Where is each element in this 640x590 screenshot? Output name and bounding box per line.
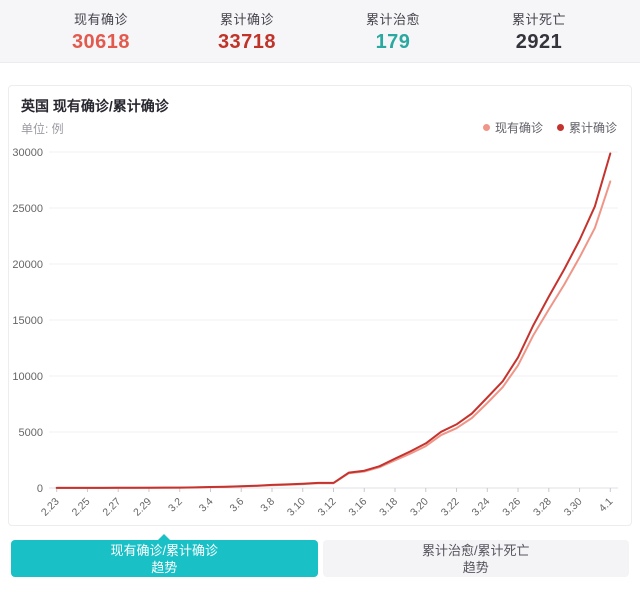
- stat-label: 累计治愈: [365, 11, 420, 27]
- legend-item-current[interactable]: 现有确诊: [482, 119, 543, 136]
- y-axis-tick-label: 10000: [12, 371, 43, 383]
- x-axis-tick-label: 3.10: [285, 496, 308, 519]
- x-axis-tick-label: 2.25: [70, 496, 93, 519]
- stat-label: 现有确诊: [73, 11, 128, 27]
- tab-label-line1: 现有确诊/累计确诊: [110, 542, 219, 558]
- legend-label: 现有确诊: [494, 121, 543, 135]
- tab-label-line2: 趋势: [151, 559, 178, 575]
- x-axis-tick-label: 3.20: [408, 496, 431, 519]
- stat-total-confirmed: 累计确诊 33718: [201, 9, 293, 54]
- x-axis-tick-label: 3.8: [258, 496, 277, 515]
- chart-legend: 现有确诊 累计确诊: [482, 119, 617, 136]
- legend-item-total[interactable]: 累计确诊: [556, 119, 617, 136]
- x-axis-tick-label: 3.2: [166, 496, 185, 515]
- y-axis-tick-label: 25000: [12, 203, 43, 215]
- x-axis-tick-label: 2.23: [39, 496, 62, 519]
- stat-label: 累计死亡: [511, 11, 566, 27]
- stat-value: 2921: [515, 30, 563, 53]
- series-line-现有确诊[interactable]: [55, 180, 612, 489]
- tab-confirmed-trend[interactable]: 现有确诊/累计确诊 趋势: [11, 534, 318, 577]
- x-axis-tick-label: 3.16: [346, 496, 369, 519]
- y-axis-tick-label: 30000: [12, 147, 43, 159]
- y-axis-tick-label: 20000: [12, 259, 43, 271]
- stat-current-confirmed: 现有确诊 30618: [55, 9, 147, 54]
- stat-value: 30618: [71, 30, 131, 53]
- stat-value: 33718: [217, 30, 277, 53]
- y-axis-tick-label: 0: [37, 483, 43, 495]
- x-axis-tick-label: 3.12: [316, 496, 339, 519]
- x-axis-tick-label: 3.6: [228, 496, 247, 515]
- x-axis-tick-label: 3.4: [197, 496, 216, 515]
- x-axis-tick-label: 4.1: [597, 496, 616, 515]
- trend-tabs: 现有确诊/累计确诊 趋势 累计治愈/累计死亡 趋势: [0, 534, 640, 577]
- chart-unit-label: 单位: 例: [21, 122, 64, 136]
- y-axis-tick-label: 5000: [19, 427, 43, 439]
- x-axis-tick-label: 3.18: [377, 496, 400, 519]
- stat-total-deaths: 累计死亡 2921: [493, 9, 585, 54]
- stats-bar: 现有确诊 30618 累计确诊 33718 累计治愈 179 累计死亡 2921: [0, 0, 640, 63]
- x-axis-tick-label: 3.24: [469, 496, 492, 519]
- y-axis-tick-label: 15000: [12, 315, 43, 327]
- line-chart-plot[interactable]: 0 5000 10000 15000 20000 25000 30000 2.23 2.25 2.…: [9, 86, 631, 525]
- legend-dot-icon: [556, 124, 564, 131]
- x-axis-tick-label: 2.27: [100, 496, 123, 519]
- series-line-累计确诊[interactable]: [55, 152, 612, 489]
- tab-label-line1: 累计治愈/累计死亡: [421, 542, 530, 558]
- trend-chart-card: 0 5000 10000 15000 20000 25000 30000 2.23 2.25 2.…: [8, 85, 632, 526]
- stat-total-cured: 累计治愈 179: [347, 9, 439, 54]
- x-axis-tick-label: 3.26: [500, 496, 523, 519]
- stat-value: 179: [375, 30, 411, 53]
- x-axis-tick-label: 2.29: [131, 496, 154, 519]
- stat-label: 累计确诊: [219, 11, 274, 27]
- x-axis-tick-label: 3.28: [531, 496, 554, 519]
- x-axis-tick-label: 3.22: [439, 496, 462, 519]
- tab-label-line2: 趋势: [462, 559, 489, 575]
- legend-dot-icon: [482, 124, 490, 131]
- chart-title: 英国 现有确诊/累计确诊: [21, 98, 169, 114]
- legend-label: 累计确诊: [568, 121, 617, 135]
- tab-cured-death-trend[interactable]: 累计治愈/累计死亡 趋势: [322, 540, 629, 577]
- x-axis-tick-label: 3.30: [562, 496, 585, 519]
